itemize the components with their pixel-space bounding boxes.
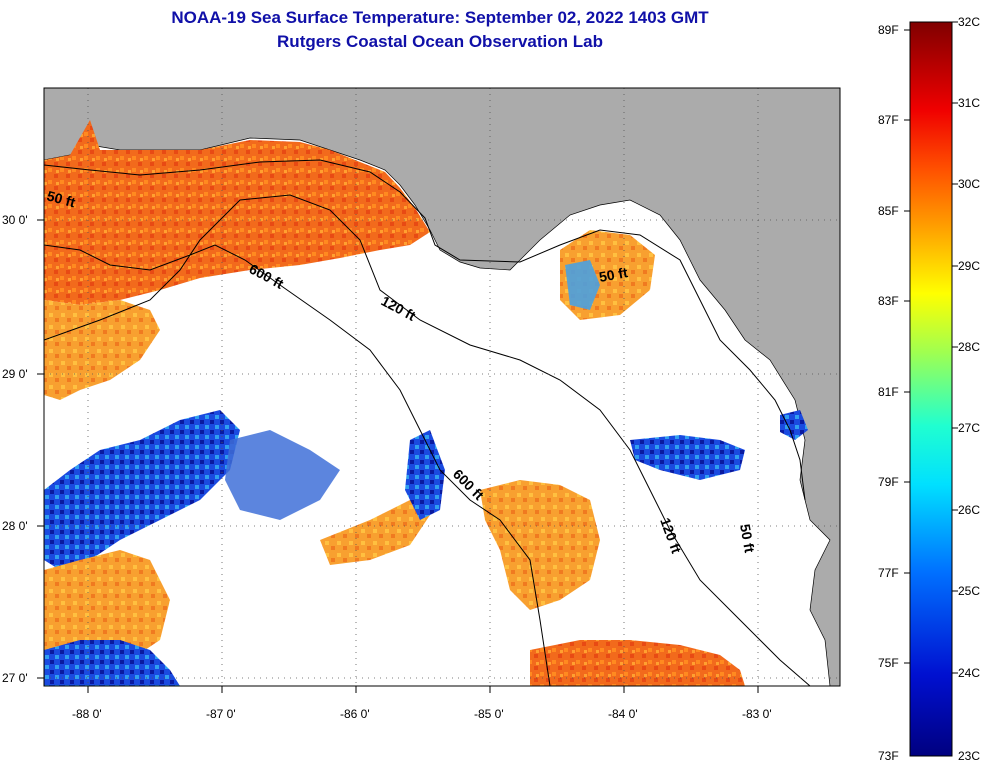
lon-tick-label: -86 0': [340, 707, 370, 721]
colorbar-c-label: 25C: [958, 584, 980, 598]
contour-600ft: [44, 244, 551, 686]
lat-tick-label: 27 0': [2, 671, 28, 685]
colorbar-c-label: 32C: [958, 15, 980, 29]
contour-label-50ft-ne: 50 ft: [598, 264, 629, 285]
cool-patch-east: [565, 260, 600, 310]
map-title: NOAA-19 Sea Surface Temperature: Septemb…: [171, 8, 709, 27]
lon-tick-label: -87 0': [206, 707, 236, 721]
lat-tick-label: 29 0': [2, 367, 28, 381]
warm-patch-south: [530, 640, 745, 686]
cool-patch-west: [44, 410, 240, 570]
orange-patch-southwest: [44, 550, 170, 670]
contour-label-50ft-nw: 50 ft: [45, 187, 77, 210]
warm-patch-southcentral: [480, 480, 600, 610]
colorbar-ticks: [904, 21, 958, 674]
colorbar-f-label: 81F: [878, 385, 899, 399]
colorbar-f-label: 75F: [878, 656, 899, 670]
warm-patch-west: [44, 300, 160, 400]
colorbar-f-label: 79F: [878, 475, 899, 489]
colorbar-c-label: 24C: [958, 666, 980, 680]
warm-band-north: [44, 120, 430, 305]
map-area: 50 ft 600 ft 120 ft 50 ft 600 ft 120 ft …: [44, 88, 840, 686]
orange-patch-central: [320, 500, 430, 565]
colorbar-c-label: 26C: [958, 503, 980, 517]
land-mass: [44, 88, 840, 686]
colorbar-c-label: 31C: [958, 96, 980, 110]
cool-patch-southeast: [630, 435, 745, 480]
colorbar-c-label: 30C: [958, 177, 980, 191]
colorbar-c-label: 28C: [958, 340, 980, 354]
colorbar-f-label: 77F: [878, 566, 899, 580]
lon-tick-label: -84 0': [608, 707, 638, 721]
lat-tick-label: 30 0': [2, 213, 28, 227]
colorbar-f-label: 85F: [878, 204, 899, 218]
colorbar-f-label: 89F: [878, 23, 899, 37]
cool-patch-mid: [405, 430, 445, 520]
contour-label-50ft-se: 50 ft: [737, 523, 758, 554]
colorbar-f-label: 83F: [878, 294, 899, 308]
lat-tick-label: 28 0': [2, 519, 28, 533]
colorbar-c-label: 23C: [958, 749, 980, 763]
colorbar-c-label: 27C: [958, 421, 980, 435]
colorbar: [909, 21, 953, 757]
cool-patch-southwest: [44, 640, 180, 686]
cool-patch-florida: [780, 410, 808, 440]
graticule: [44, 88, 840, 686]
map-subtitle: Rutgers Coastal Ocean Observation Lab: [277, 32, 603, 51]
colorbar-c-label: 29C: [958, 259, 980, 273]
colorbar-f-label: 87F: [878, 113, 899, 127]
tick-marks: [37, 219, 759, 693]
lon-tick-label: -85 0': [474, 707, 504, 721]
colorbar-f-label: 73F: [878, 749, 899, 763]
cool-patch-central: [225, 430, 340, 520]
map-frame: [43, 87, 841, 687]
lon-tick-label: -83 0': [742, 707, 772, 721]
lon-tick-label: -88 0': [72, 707, 102, 721]
contour-50ft-north: [44, 159, 806, 501]
